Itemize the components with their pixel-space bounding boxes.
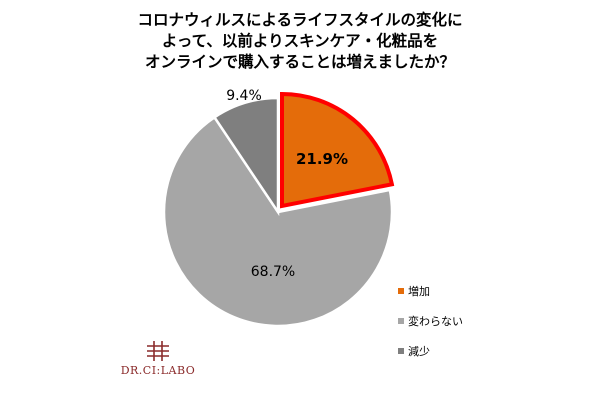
brand-logo: DR.CI:LABO (118, 340, 198, 377)
legend-item-unchanged: 変わらない (398, 314, 463, 328)
legend-swatch-increase (398, 288, 404, 294)
chart-title: コロナウィルスによるライフスタイルの変化に よって、以前よりスキンケア・化粧品を… (0, 10, 600, 73)
pie-slice-increase (280, 91, 395, 209)
legend-swatch-unchanged (398, 318, 404, 324)
legend: 増加 変わらない 減少 (398, 284, 463, 374)
pie-label-increase: 21.9% (296, 150, 348, 168)
legend-label-increase: 増加 (408, 285, 430, 298)
legend-label-unchanged: 変わらない (408, 315, 463, 328)
legend-item-decrease: 減少 (398, 344, 463, 358)
chart-title-line-2: よって、以前よりスキンケア・化粧品を (161, 32, 439, 50)
pie-slice-decrease (212, 96, 280, 217)
chart-title-line-1: コロナウィルスによるライフスタイルの変化に (137, 11, 463, 29)
pie-slice-unchanged (162, 115, 394, 328)
brand-logo-text: DR.CI:LABO (120, 364, 196, 377)
legend-swatch-decrease (398, 348, 404, 354)
legend-label-decrease: 減少 (408, 345, 430, 358)
pie-label-unchanged: 68.7% (251, 264, 295, 280)
chart-title-line-3: オンラインで購入することは増えましたか？ (144, 53, 455, 71)
legend-item-increase: 増加 (398, 284, 463, 298)
brand-logo-icon (147, 341, 169, 361)
pie-label-decrease: 9.4% (226, 88, 262, 104)
